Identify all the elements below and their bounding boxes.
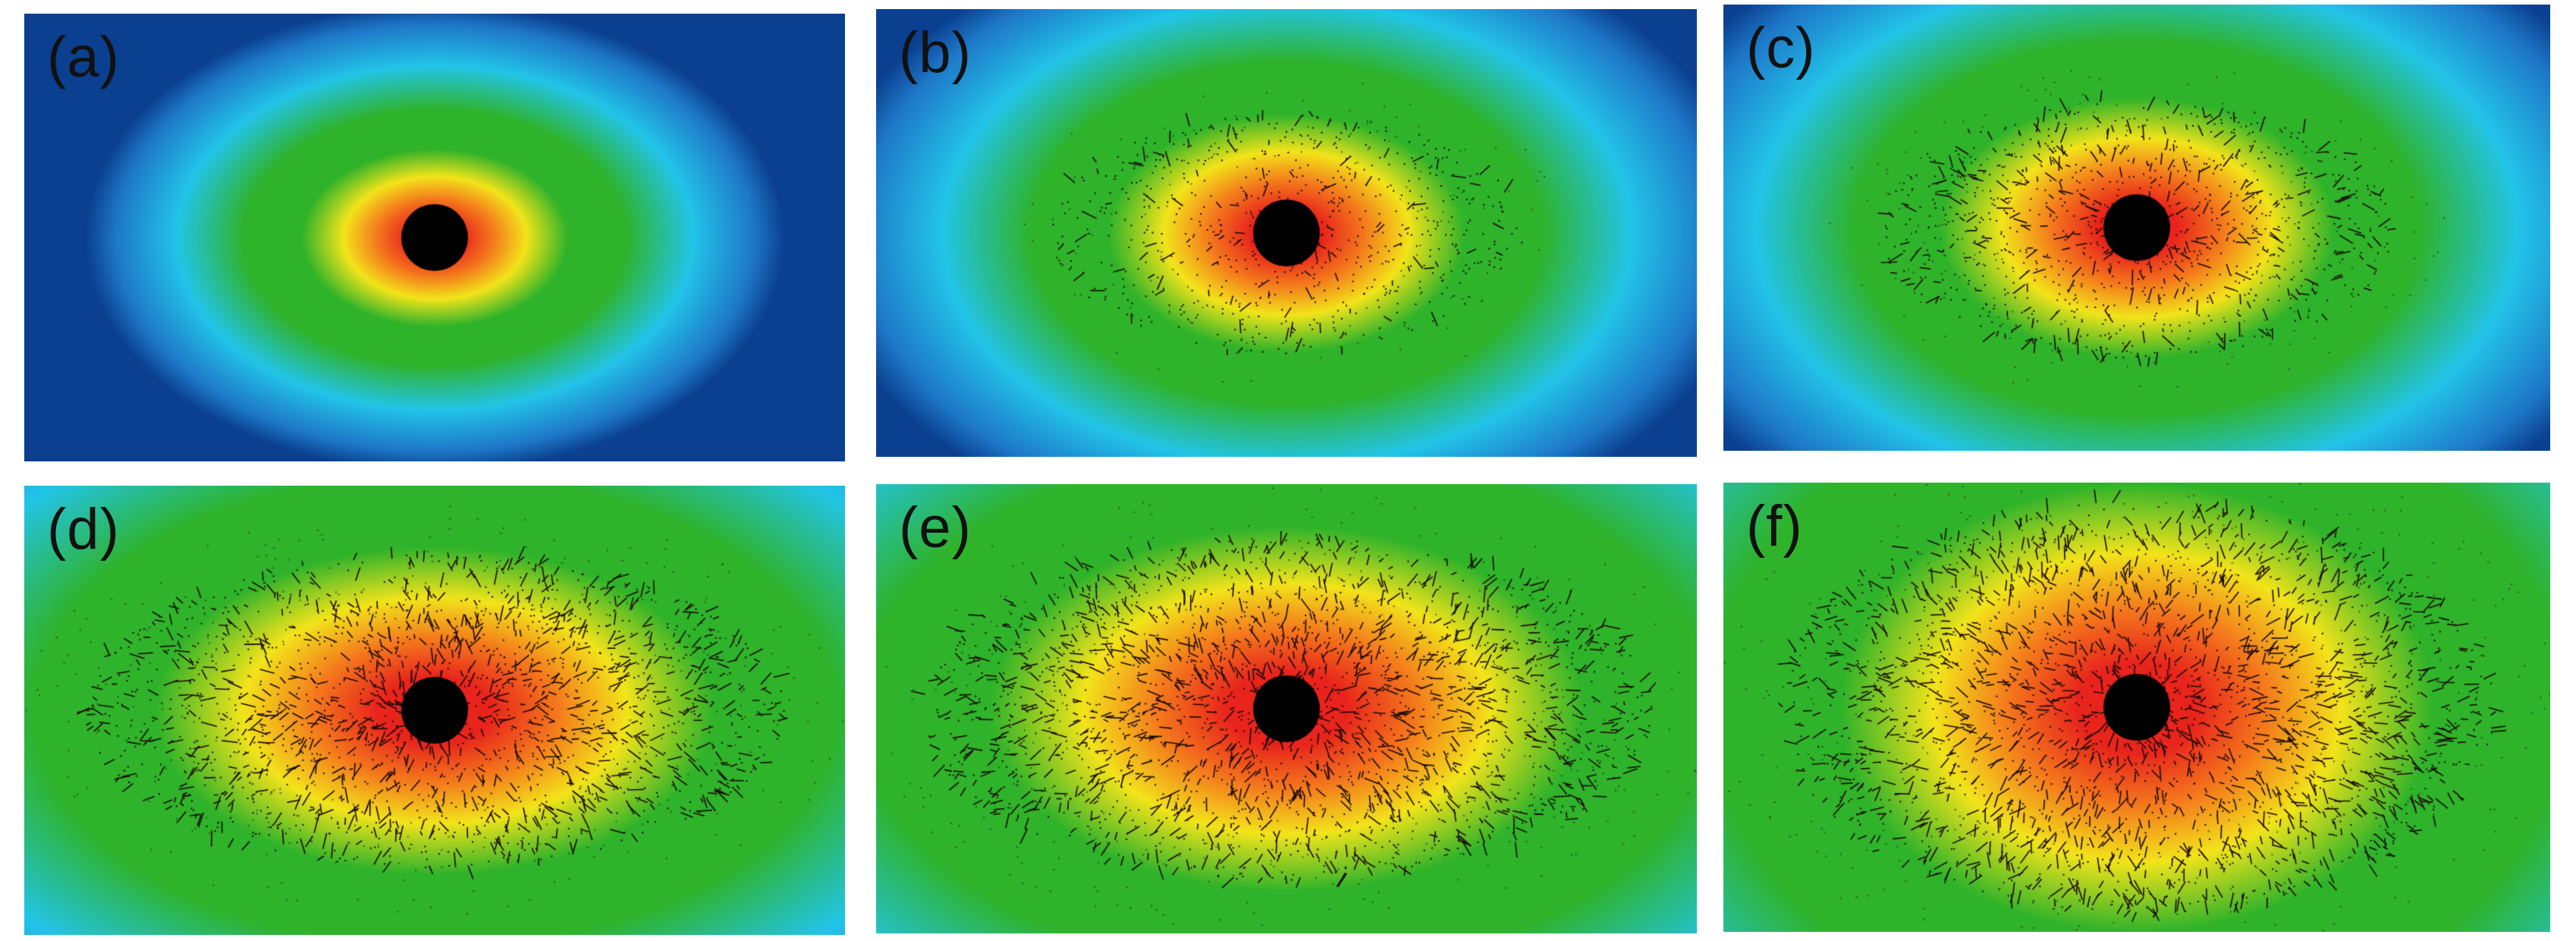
field-image-c bbox=[1723, 5, 2550, 451]
panel-label-d: (d) bbox=[47, 497, 120, 562]
panel-label-e: (e) bbox=[899, 496, 972, 560]
panel-d: (d) bbox=[24, 486, 845, 935]
field-image-d bbox=[24, 486, 845, 935]
panel-b: (b) bbox=[876, 9, 1697, 457]
field-image-e bbox=[876, 484, 1697, 933]
panel-label-b: (b) bbox=[899, 20, 972, 85]
field-image-f bbox=[1723, 483, 2550, 932]
panel-label-f: (f) bbox=[1746, 494, 1803, 559]
field-image-b bbox=[876, 9, 1697, 457]
panel-c: (c) bbox=[1723, 5, 2550, 451]
panel-a: (a) bbox=[24, 14, 845, 461]
panel-label-a: (a) bbox=[47, 25, 120, 90]
panel-f: (f) bbox=[1723, 483, 2550, 932]
field-image-a bbox=[24, 14, 845, 461]
panel-e: (e) bbox=[876, 484, 1697, 933]
panel-label-c: (c) bbox=[1746, 16, 1816, 80]
